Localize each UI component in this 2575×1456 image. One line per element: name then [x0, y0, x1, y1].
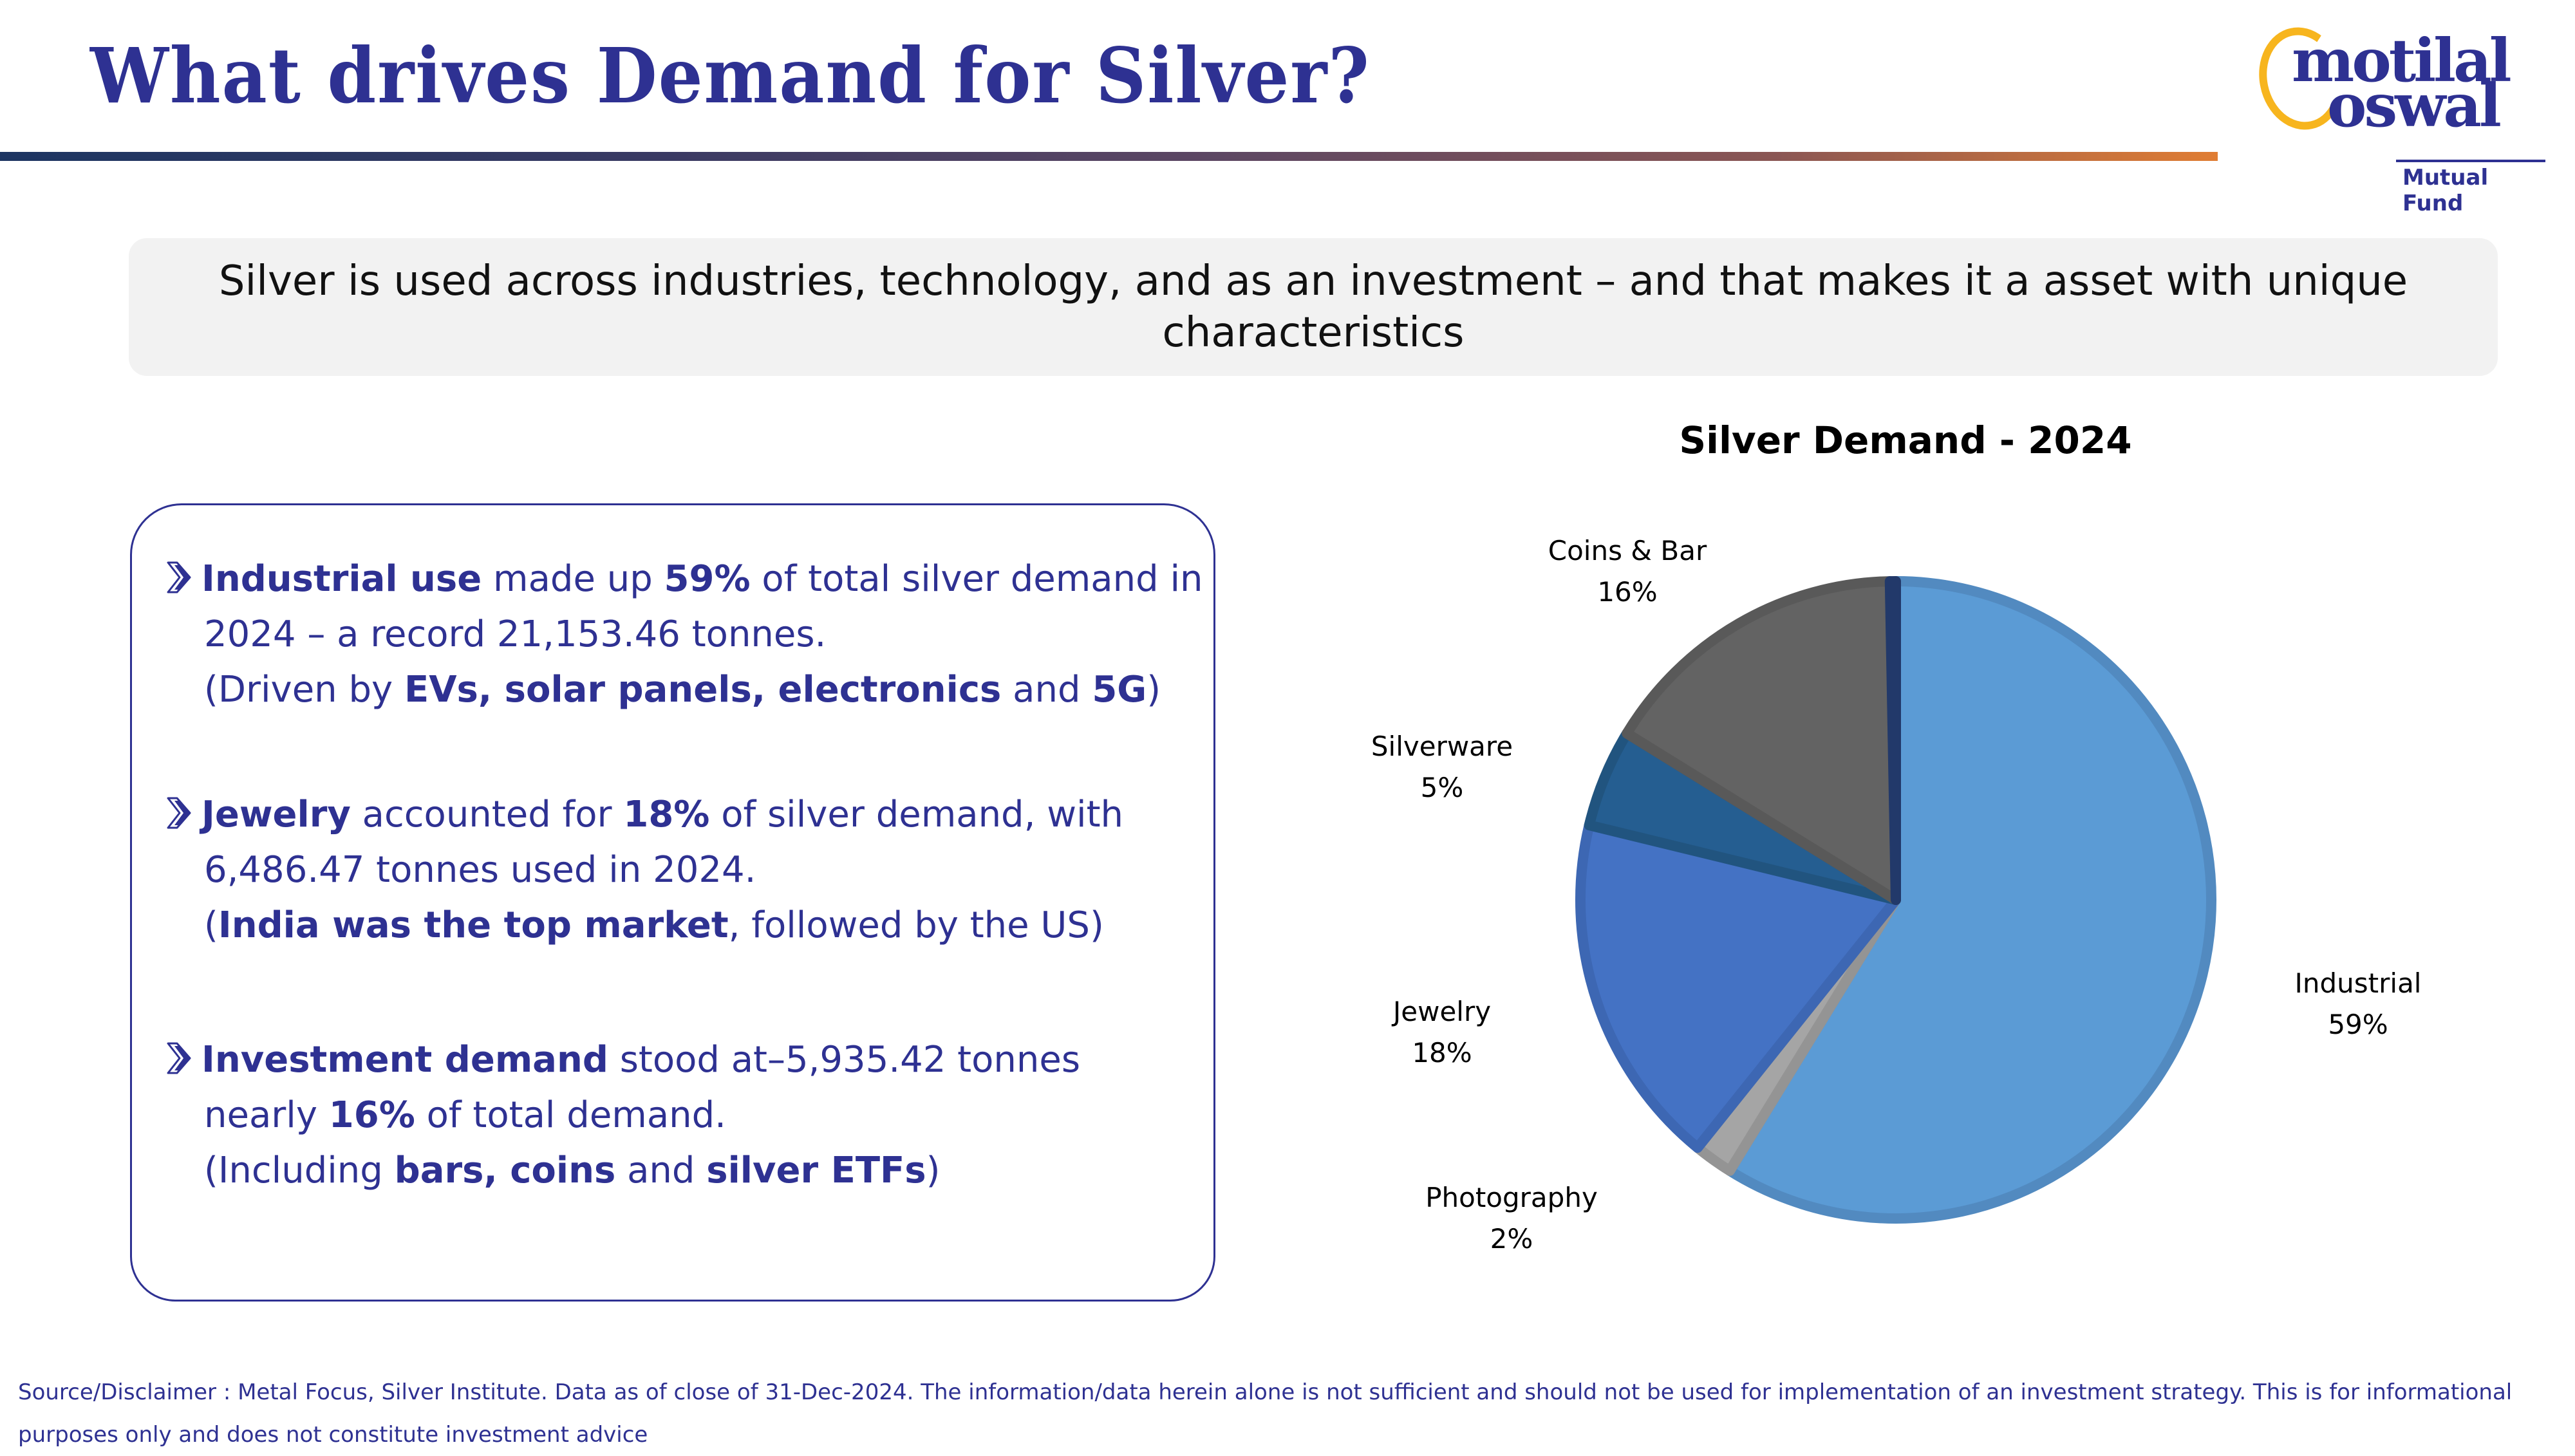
pie-slice-coins-bar	[1622, 576, 1901, 905]
bullet-text: nearly	[204, 1094, 329, 1136]
header-divider	[0, 152, 2218, 161]
bullet-emphasis: 18%	[623, 794, 710, 835]
bullet-line: 6,486.47 tonnes used in 2024.	[164, 843, 1123, 898]
pie-label-value: 59%	[2328, 1009, 2388, 1040]
logo-subtitle: Mutual Fund	[2402, 165, 2489, 216]
bullet-jewelry: Jewelry accounted for 18% of silver dema…	[164, 787, 1123, 953]
bullet-text: stood at–5,935.42 tonnes	[608, 1039, 1081, 1081]
chevron-right-icon	[167, 1042, 191, 1074]
pie-label-value: 5%	[1420, 772, 1464, 803]
summary-banner-text: Silver is used across industries, techno…	[218, 257, 2408, 357]
bullet-text: of silver demand, with	[709, 794, 1124, 835]
bullet-line: (Driven by EVs, solar panels, electronic…	[164, 662, 1203, 718]
bullet-text: , followed by the US)	[728, 904, 1104, 946]
bullet-emphasis: silver ETFs	[706, 1150, 926, 1191]
bullet-line: 2024 – a record 21,153.46 tonnes.	[164, 607, 1203, 662]
page-title: What drives Demand for Silver?	[90, 31, 1371, 120]
bullet-investment: Investment demand stood at–5,935.42 tonn…	[164, 1032, 1080, 1199]
bullet-text: (	[204, 904, 218, 946]
pie-slice-industrial	[1725, 576, 2216, 1224]
logo-wordmark-line1: motilal	[2292, 26, 2512, 95]
pie-label-value: 18%	[1412, 1037, 1472, 1069]
bullet-line: nearly 16% of total demand.	[164, 1088, 1080, 1143]
bullet-text: 6,486.47 tonnes used in 2024.	[204, 849, 756, 891]
logo-underline	[2396, 160, 2545, 162]
bullet-emphasis: Industrial use	[201, 558, 482, 600]
pie-label-silverware: Silverware 5%	[1313, 726, 1571, 808]
bullet-emphasis: India was the top market	[218, 904, 729, 946]
pie-label-value: 2%	[1490, 1223, 1533, 1255]
pie-label-name: Industrial	[2294, 967, 2422, 999]
bullet-text: (Including	[204, 1150, 395, 1191]
pie-label-industrial: Industrial 59%	[2229, 963, 2487, 1045]
pie-label-name: Silverware	[1371, 731, 1513, 762]
bullet-text: and	[615, 1150, 707, 1191]
summary-banner: Silver is used across industries, techno…	[129, 238, 2498, 376]
bullet-line: Industrial use made up 59% of total silv…	[164, 552, 1203, 607]
chevron-right-icon	[167, 797, 191, 829]
pie-label-name: Photography	[1425, 1182, 1598, 1213]
bullet-text: )	[1147, 669, 1161, 711]
bullet-line: Jewelry accounted for 18% of silver dema…	[164, 787, 1123, 843]
bullet-emphasis: Investment demand	[201, 1039, 608, 1081]
disclaimer-line-2: purposes only and does not constitute in…	[18, 1422, 648, 1448]
bullet-text: of total silver demand in	[750, 558, 1203, 600]
pie-slice-jewelry	[1575, 820, 1901, 1153]
brand-logo: motilal oswal Mutual Fund	[2249, 19, 2549, 216]
bullet-text: made up	[482, 558, 664, 600]
bullet-line: (India was the top market, followed by t…	[164, 898, 1123, 953]
pie-label-value: 16%	[1597, 576, 1658, 608]
bullet-line: (Including bars, coins and silver ETFs)	[164, 1143, 1080, 1199]
bullet-industrial: Industrial use made up 59% of total silv…	[164, 552, 1203, 718]
bullet-emphasis: Jewelry	[201, 794, 351, 835]
pie-label-photography: Photography 2%	[1383, 1177, 1640, 1260]
bullet-emphasis: 59%	[664, 558, 751, 600]
bullet-emphasis: 5G	[1092, 669, 1147, 711]
bullet-text: )	[926, 1150, 941, 1191]
bullet-emphasis: bars, coins	[394, 1150, 616, 1191]
bullet-text: of total demand.	[415, 1094, 726, 1136]
disclaimer-line-1: Source/Disclaimer : Metal Focus, Silver …	[18, 1379, 2513, 1405]
pie-label-name: Coins & Bar	[1548, 535, 1707, 566]
chevron-right-icon	[167, 561, 191, 593]
pie-label-coins-bar: Coins & Bar 16%	[1499, 530, 1756, 613]
chart-title: Silver Demand - 2024	[1679, 418, 2132, 462]
pie-label-jewelry: Jewelry 18%	[1313, 991, 1571, 1074]
highlights-panel	[130, 503, 1215, 1302]
bullet-emphasis: EVs, solar panels, electronics	[404, 669, 1002, 711]
bullet-text: 2024 – a record 21,153.46 tonnes.	[204, 613, 827, 655]
bullet-emphasis: 16%	[328, 1094, 415, 1136]
pie-label-name: Jewelry	[1392, 996, 1492, 1027]
bullet-text: and	[1001, 669, 1092, 711]
bullet-text: accounted for	[350, 794, 624, 835]
bullet-line: Investment demand stood at–5,935.42 tonn…	[164, 1032, 1080, 1088]
source-disclaimer: Source/Disclaimer : Metal Focus, Silver …	[18, 1371, 2529, 1456]
pie-slice-other	[1884, 575, 1901, 905]
logo-wordmark-line2: oswal	[2327, 71, 2502, 140]
bullet-text: (Driven by	[204, 669, 404, 711]
